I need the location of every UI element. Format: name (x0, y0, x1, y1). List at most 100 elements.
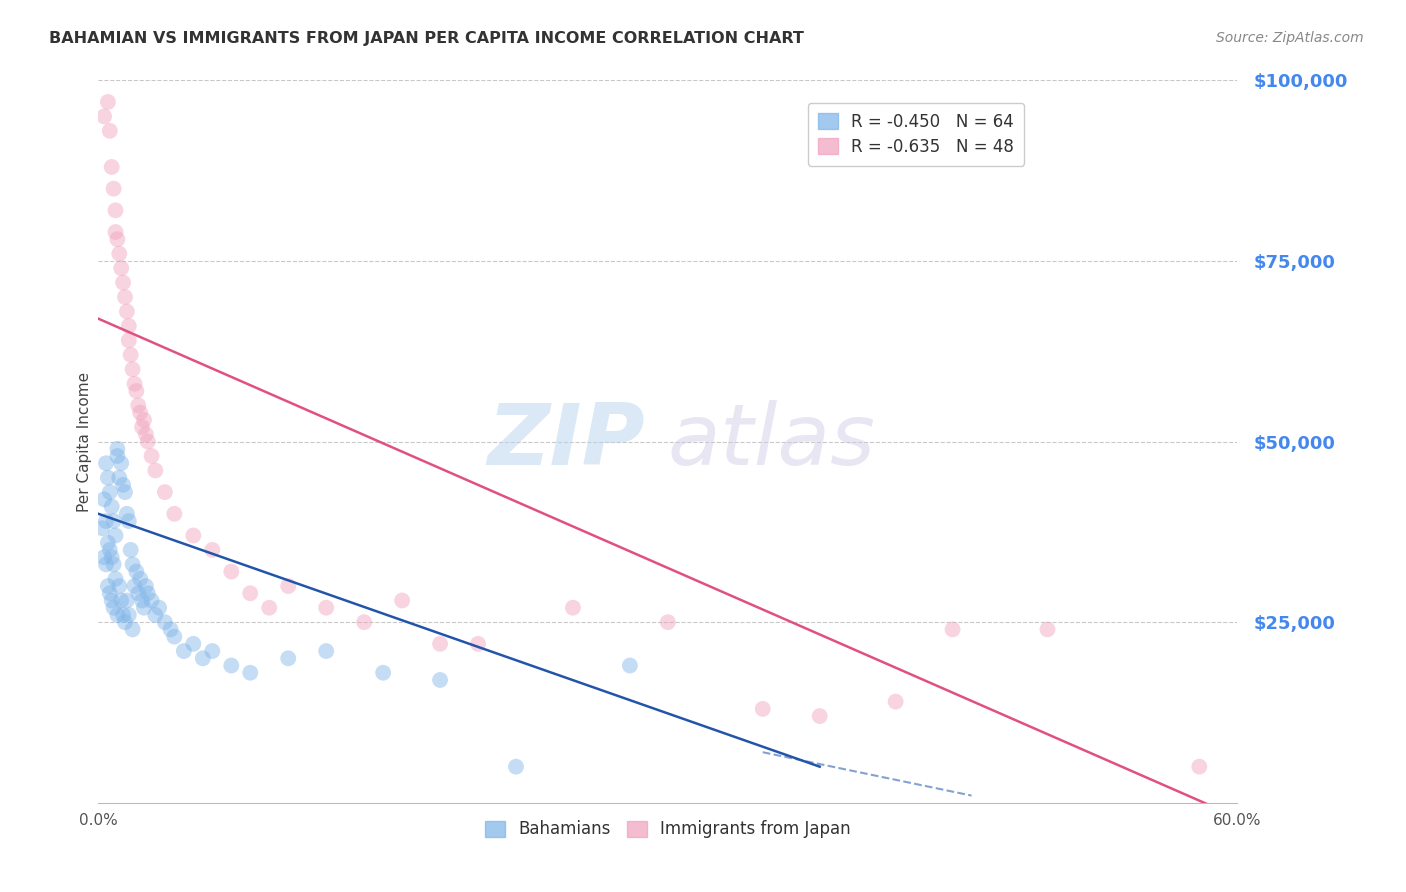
Point (942, 623, 965, 637)
Point (159, 623, 181, 637)
Point (505, 760, 527, 774)
Point (129, 572, 152, 586)
Point (141, 449, 163, 463)
Point (201, 644, 224, 658)
Point (121, 558, 143, 572)
Point (183, 528, 205, 542)
Point (115, 507, 138, 521)
Point (1188, 760, 1211, 774)
Point (112, 478, 135, 492)
Point (93, 109, 115, 123)
Point (112, 607, 135, 622)
Point (103, 514, 125, 528)
Point (163, 507, 186, 521)
Point (114, 615, 136, 630)
Point (118, 514, 141, 528)
Point (619, 658, 641, 673)
Point (110, 593, 132, 607)
Point (94, 456, 117, 470)
Point (114, 290, 136, 304)
Text: ZIP: ZIP (488, 400, 645, 483)
Point (127, 586, 149, 600)
Point (808, 709, 831, 723)
Point (93, 550, 115, 565)
Point (107, 442, 129, 456)
Point (121, 623, 143, 637)
Point (145, 607, 167, 622)
Y-axis label: Per Capita Income: Per Capita Income (77, 371, 91, 512)
Point (115, 593, 138, 607)
Point (104, 528, 127, 542)
Point (429, 637, 451, 651)
Point (115, 304, 138, 318)
Point (131, 593, 153, 607)
Point (108, 246, 131, 260)
Point (118, 318, 141, 333)
Point (239, 586, 262, 600)
Point (191, 651, 214, 665)
Point (110, 456, 132, 470)
Point (108, 470, 131, 484)
Text: BAHAMIAN VS IMMIGRANTS FROM JAPAN PER CAPITA INCOME CORRELATION CHART: BAHAMIAN VS IMMIGRANTS FROM JAPAN PER CA… (49, 31, 804, 46)
Text: atlas: atlas (668, 400, 876, 483)
Point (429, 673, 451, 687)
Point (221, 565, 243, 579)
Point (467, 637, 489, 651)
Point (125, 384, 148, 398)
Point (136, 586, 159, 600)
Point (93, 492, 115, 507)
Point (98, 485, 121, 500)
Point (112, 276, 135, 290)
Point (107, 232, 129, 246)
Point (94, 558, 117, 572)
Point (259, 600, 281, 615)
Point (103, 600, 125, 615)
Point (100, 593, 122, 607)
Point (94, 514, 117, 528)
Point (391, 593, 413, 607)
Point (183, 637, 205, 651)
Point (97, 535, 120, 549)
Point (145, 463, 167, 477)
Point (107, 449, 129, 463)
Point (153, 615, 176, 630)
Point (141, 593, 163, 607)
Point (104, 203, 127, 218)
Point (884, 695, 907, 709)
Point (125, 565, 148, 579)
Point (239, 665, 262, 680)
Point (107, 607, 129, 622)
Point (100, 550, 122, 565)
Point (103, 181, 125, 195)
Point (201, 542, 224, 557)
Point (118, 334, 141, 348)
Point (752, 702, 775, 716)
Point (371, 665, 394, 680)
Point (353, 615, 375, 630)
Point (315, 600, 337, 615)
Point (124, 579, 146, 593)
Point (98, 586, 121, 600)
Point (120, 348, 142, 362)
Point (221, 658, 243, 673)
Point (148, 600, 170, 615)
Point (114, 485, 136, 500)
Point (135, 579, 157, 593)
Point (100, 160, 122, 174)
Point (91, 521, 114, 535)
Point (135, 427, 157, 442)
Point (132, 413, 155, 427)
Point (104, 225, 127, 239)
Point (129, 406, 152, 420)
Point (1036, 623, 1059, 637)
Point (118, 607, 141, 622)
Point (131, 420, 153, 434)
Point (127, 398, 149, 412)
Point (132, 600, 155, 615)
Point (315, 644, 337, 658)
Point (562, 600, 585, 615)
Point (657, 615, 679, 630)
Point (136, 434, 159, 449)
Point (108, 579, 131, 593)
Point (98, 124, 121, 138)
